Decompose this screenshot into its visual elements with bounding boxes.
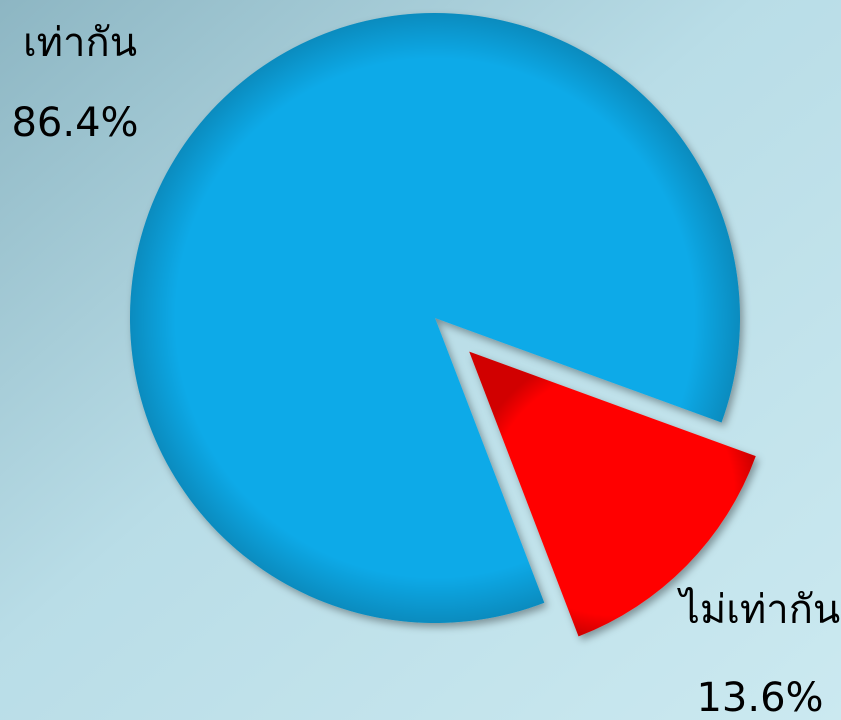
slice-value-label: 13.6% xyxy=(696,675,823,720)
slice-label: ไม่เท่ากัน xyxy=(677,587,841,633)
slice-label: เท่ากัน xyxy=(23,20,137,66)
slice-shading xyxy=(129,12,740,623)
slice-value-label: 86.4% xyxy=(11,100,138,146)
slice-shading xyxy=(469,351,756,637)
pie xyxy=(129,12,756,637)
